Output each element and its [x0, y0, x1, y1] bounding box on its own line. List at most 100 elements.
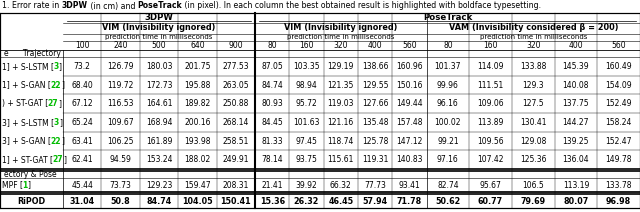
- Text: 84.74: 84.74: [261, 81, 283, 89]
- Text: 93.75: 93.75: [296, 155, 317, 164]
- Text: 168.94: 168.94: [146, 118, 172, 127]
- Text: 130.41: 130.41: [520, 118, 547, 127]
- Text: 125.78: 125.78: [362, 137, 388, 145]
- Text: 164.61: 164.61: [146, 99, 172, 108]
- Text: 3: 3: [54, 118, 59, 127]
- Text: 80.07: 80.07: [563, 197, 589, 205]
- Text: 127.66: 127.66: [362, 99, 388, 108]
- Text: 3DPW: 3DPW: [145, 13, 173, 22]
- Text: 152.47: 152.47: [605, 137, 632, 145]
- Text: prediction time in milliseconds: prediction time in milliseconds: [479, 34, 587, 40]
- Text: 98.94: 98.94: [296, 81, 317, 89]
- Text: 113.19: 113.19: [563, 180, 589, 190]
- Text: 149.78: 149.78: [605, 155, 632, 164]
- Text: 31.04: 31.04: [70, 197, 95, 205]
- Text: 119.72: 119.72: [108, 81, 134, 89]
- Text: 320: 320: [333, 41, 348, 50]
- Text: MPF [: MPF [: [1, 180, 22, 190]
- Text: 62.41: 62.41: [72, 155, 93, 164]
- Text: 125.36: 125.36: [520, 155, 547, 164]
- Text: 172.73: 172.73: [146, 81, 172, 89]
- Text: 119.31: 119.31: [362, 155, 388, 164]
- Text: VIM (Invisibility ignored): VIM (Invisibility ignored): [102, 24, 216, 32]
- Text: 95.72: 95.72: [296, 99, 317, 108]
- Text: 109.56: 109.56: [477, 137, 504, 145]
- Text: 109.06: 109.06: [477, 99, 504, 108]
- Text: 136.04: 136.04: [563, 155, 589, 164]
- Text: ]: ]: [59, 118, 62, 127]
- Text: 1] + S-GAN [: 1] + S-GAN [: [1, 81, 51, 89]
- Text: 84.45: 84.45: [261, 118, 283, 127]
- Text: 114.09: 114.09: [477, 62, 504, 71]
- Text: 139.25: 139.25: [563, 137, 589, 145]
- Text: 21.41: 21.41: [262, 180, 283, 190]
- Text: 73.73: 73.73: [109, 180, 132, 190]
- Text: 500: 500: [152, 41, 166, 50]
- Text: 137.75: 137.75: [563, 99, 589, 108]
- Text: 188.02: 188.02: [184, 155, 211, 164]
- Text: 101.37: 101.37: [435, 62, 461, 71]
- Text: 50.62: 50.62: [435, 197, 461, 205]
- Text: 160.49: 160.49: [605, 62, 632, 71]
- Text: VIM (Invisibility ignored): VIM (Invisibility ignored): [284, 24, 397, 32]
- Text: 73.2: 73.2: [74, 62, 91, 71]
- Text: 3] + S-GAN [: 3] + S-GAN [: [1, 137, 51, 145]
- Text: 3: 3: [54, 62, 59, 71]
- Text: 67.12: 67.12: [72, 99, 93, 108]
- Text: 3DPW: 3DPW: [61, 1, 88, 11]
- Text: 80.93: 80.93: [261, 99, 283, 108]
- Text: 82.74: 82.74: [437, 180, 459, 190]
- Text: 126.79: 126.79: [108, 62, 134, 71]
- Text: 180.03: 180.03: [146, 62, 172, 71]
- Text: 115.61: 115.61: [328, 155, 354, 164]
- Text: 250.88: 250.88: [223, 99, 249, 108]
- Text: 96.16: 96.16: [437, 99, 459, 108]
- Text: 95.67: 95.67: [479, 180, 502, 190]
- Text: 159.47: 159.47: [184, 180, 211, 190]
- Text: 65.24: 65.24: [71, 118, 93, 127]
- Text: 77.73: 77.73: [364, 180, 386, 190]
- Text: 100.02: 100.02: [435, 118, 461, 127]
- Text: 1: 1: [22, 180, 28, 190]
- Text: ]: ]: [61, 137, 64, 145]
- Text: 160.96: 160.96: [396, 62, 422, 71]
- Text: 106.25: 106.25: [108, 137, 134, 145]
- Text: 560: 560: [611, 41, 626, 50]
- Text: RiPOD: RiPOD: [17, 197, 45, 205]
- Text: 138.66: 138.66: [362, 62, 388, 71]
- Text: 104.05: 104.05: [182, 197, 213, 205]
- Text: VAM (Invisibility considered β = 200): VAM (Invisibility considered β = 200): [449, 24, 618, 32]
- Text: 277.53: 277.53: [223, 62, 249, 71]
- Text: ]: ]: [59, 62, 61, 71]
- Text: 129.08: 129.08: [520, 137, 547, 145]
- Text: PoseTrack: PoseTrack: [423, 13, 472, 22]
- Text: 80: 80: [443, 41, 452, 50]
- Text: 1] + S-LSTM [: 1] + S-LSTM [: [1, 62, 54, 71]
- Text: 99.96: 99.96: [437, 81, 459, 89]
- Text: ) + ST-GAT [: ) + ST-GAT [: [1, 99, 48, 108]
- Bar: [63, 13, 640, 50]
- Text: 152.49: 152.49: [605, 99, 632, 108]
- Text: 161.89: 161.89: [146, 137, 172, 145]
- Text: 129.55: 129.55: [362, 81, 388, 89]
- Text: 147.12: 147.12: [396, 137, 422, 145]
- Text: 263.05: 263.05: [223, 81, 249, 89]
- Text: 81.33: 81.33: [262, 137, 283, 145]
- Text: 153.24: 153.24: [146, 155, 172, 164]
- Text: 71.78: 71.78: [397, 197, 422, 205]
- Text: 96.98: 96.98: [606, 197, 631, 205]
- Text: 101.63: 101.63: [293, 118, 320, 127]
- Text: (in pixel). In each column the best obtained result is highlighted with boldface: (in pixel). In each column the best obta…: [182, 1, 541, 11]
- Text: 129.3: 129.3: [522, 81, 544, 89]
- Text: 121.35: 121.35: [328, 81, 354, 89]
- Text: 268.14: 268.14: [223, 118, 249, 127]
- Text: 400: 400: [569, 41, 583, 50]
- Text: 103.35: 103.35: [293, 62, 320, 71]
- Text: 149.44: 149.44: [396, 99, 422, 108]
- Text: 45.44: 45.44: [71, 180, 93, 190]
- Text: 258.51: 258.51: [223, 137, 249, 145]
- Text: ]: ]: [28, 180, 31, 190]
- Text: 109.67: 109.67: [108, 118, 134, 127]
- Text: 900: 900: [228, 41, 243, 50]
- Text: 150.16: 150.16: [396, 81, 422, 89]
